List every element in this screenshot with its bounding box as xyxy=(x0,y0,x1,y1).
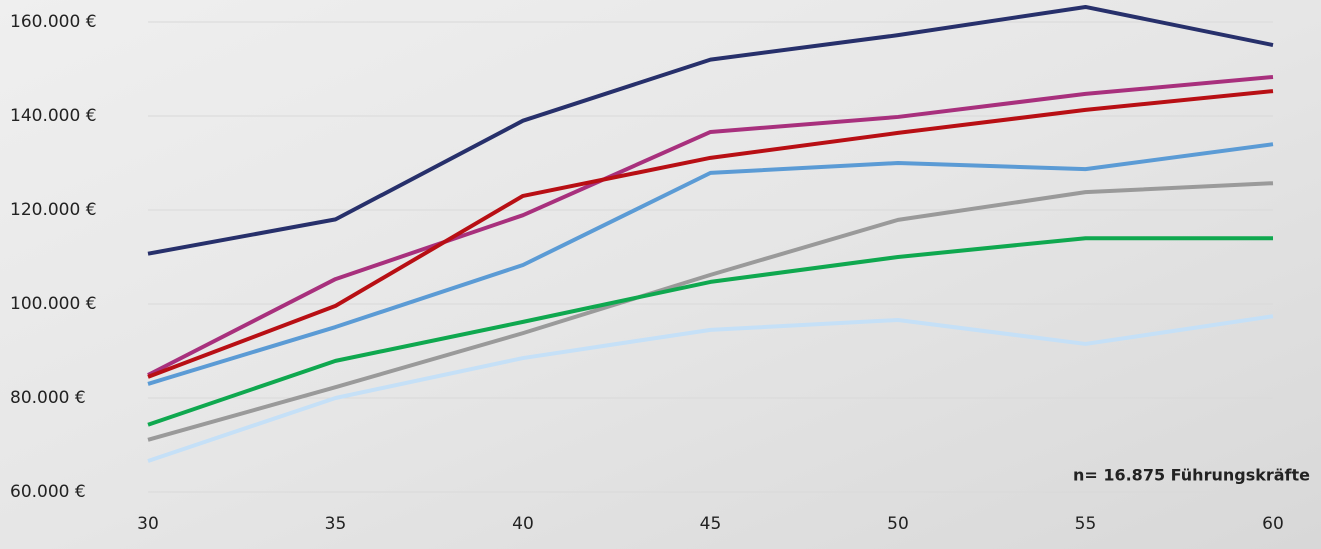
series-line xyxy=(147,314,1274,463)
series-line xyxy=(147,142,1274,386)
x-tick-label: 50 xyxy=(887,514,909,534)
y-tick-label: 160.000 € xyxy=(10,12,97,32)
series-line xyxy=(147,181,1274,442)
x-tick-label: 35 xyxy=(325,514,347,534)
y-tick-label: 100.000 € xyxy=(10,294,97,314)
y-tick-label: 120.000 € xyxy=(10,200,97,220)
x-tick-label: 45 xyxy=(700,514,722,534)
x-tick-label: 55 xyxy=(1075,514,1097,534)
x-tick-label: 40 xyxy=(512,514,534,534)
x-tick-label: 30 xyxy=(137,514,159,534)
y-tick-label: 80.000 € xyxy=(10,388,86,408)
series-line xyxy=(147,74,1274,377)
series-line xyxy=(147,89,1274,379)
x-tick-label: 60 xyxy=(1262,514,1284,534)
series-line xyxy=(147,236,1273,427)
annotation: n= 16.875 Führungskräfte xyxy=(1073,466,1310,485)
y-tick-label: 140.000 € xyxy=(10,106,97,126)
series-line xyxy=(147,4,1274,256)
y-tick-label: 60.000 € xyxy=(10,482,86,502)
